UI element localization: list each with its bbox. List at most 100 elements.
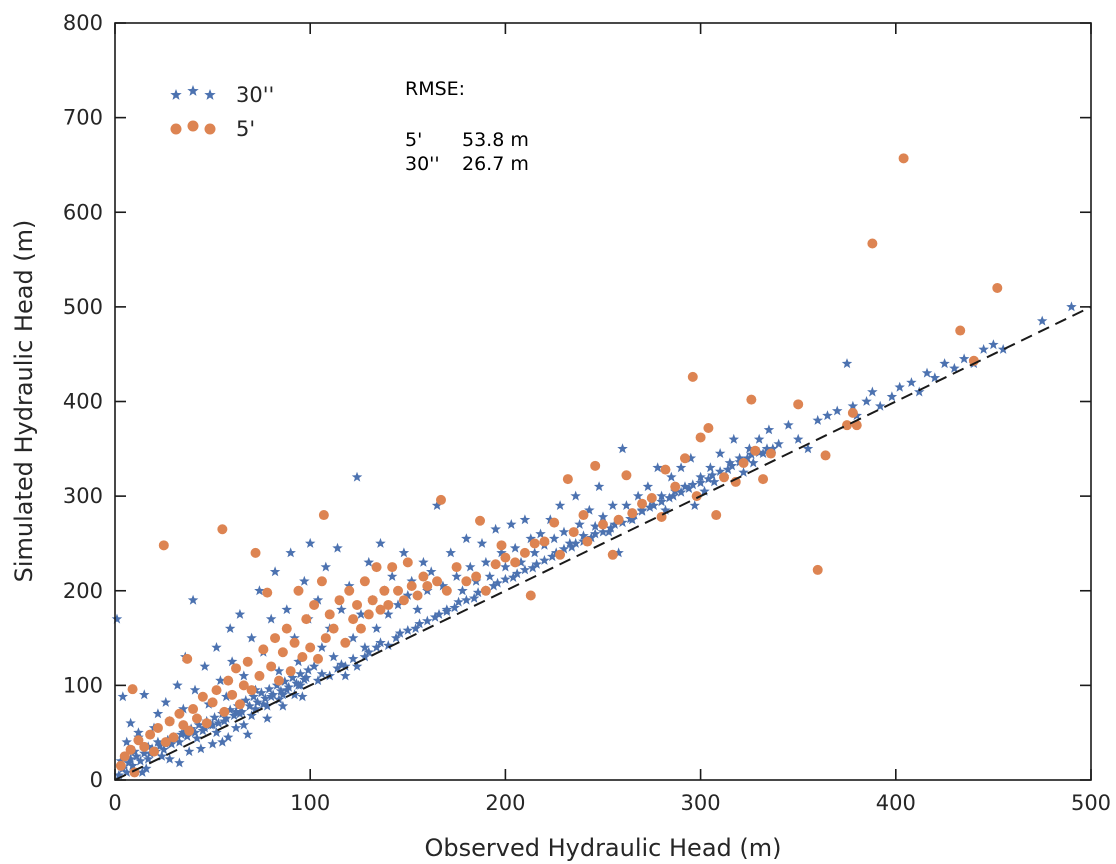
data-point-30sec — [387, 571, 398, 581]
data-point-30sec — [929, 372, 941, 383]
data-point-30sec — [412, 604, 423, 615]
data-point-30sec — [535, 528, 546, 539]
data-point-30sec — [675, 462, 687, 473]
data-point-30sec — [135, 755, 146, 766]
data-point-30sec — [519, 564, 531, 575]
data-point-30sec — [465, 561, 476, 572]
data-point-30sec — [763, 424, 775, 435]
data-point-5min — [139, 741, 150, 752]
data-point-5min — [490, 559, 501, 570]
data-point-30sec — [230, 722, 242, 733]
data-point-30sec — [500, 573, 511, 584]
data-point-30sec — [511, 568, 523, 579]
data-point-30sec — [141, 763, 152, 774]
data-point-30sec — [383, 608, 394, 619]
data-point-30sec — [398, 547, 410, 558]
data-point-30sec — [174, 736, 185, 747]
data-point-30sec — [997, 344, 1009, 354]
data-point-30sec — [699, 485, 710, 496]
data-point-5min — [687, 371, 698, 382]
data-point-5min — [217, 524, 228, 535]
y-tick-label: 600 — [63, 200, 103, 224]
data-point-30sec — [675, 486, 687, 497]
data-point-30sec — [336, 659, 347, 669]
data-point-30sec — [221, 713, 232, 723]
data-point-5min — [418, 571, 429, 582]
data-point-30sec — [287, 672, 298, 683]
data-point-30sec — [547, 551, 558, 562]
data-point-30sec — [123, 757, 134, 768]
data-point-30sec — [316, 642, 328, 652]
data-point-30sec — [705, 462, 716, 473]
data-point-30sec — [714, 448, 726, 458]
data-point-30sec — [160, 696, 171, 707]
data-point-5min — [273, 675, 284, 686]
data-point-5min — [379, 585, 390, 596]
data-point-5min — [254, 670, 265, 681]
data-point-30sec — [224, 704, 236, 715]
legend-star-marker — [170, 89, 182, 100]
data-point-30sec — [260, 693, 271, 704]
data-point-30sec — [939, 358, 950, 369]
data-point-30sec — [988, 339, 999, 350]
data-point-30sec — [269, 566, 281, 577]
y-tick-label: 700 — [63, 106, 103, 130]
data-point-30sec — [695, 471, 706, 482]
data-point-5min — [549, 517, 560, 528]
data-point-5min — [313, 653, 324, 664]
y-tick-label: 500 — [63, 295, 103, 319]
data-point-30sec — [642, 481, 654, 492]
data-point-30sec — [617, 443, 628, 454]
data-point-30sec — [189, 684, 201, 695]
data-point-30sec — [191, 732, 203, 743]
data-point-5min — [387, 562, 398, 573]
data-point-5min — [285, 666, 296, 677]
data-point-30sec — [224, 623, 236, 633]
data-point-30sec — [256, 687, 267, 698]
data-point-30sec — [921, 367, 933, 378]
data-point-5min — [758, 474, 769, 485]
data-point-30sec — [174, 757, 185, 768]
data-point-30sec — [832, 405, 843, 416]
data-point-30sec — [209, 712, 220, 722]
data-point-30sec — [359, 642, 371, 652]
data-point-30sec — [238, 670, 250, 681]
data-point-5min — [607, 549, 618, 560]
data-point-30sec — [437, 580, 449, 591]
data-point-30sec — [178, 727, 189, 738]
data-point-30sec — [496, 547, 507, 558]
data-point-30sec — [293, 656, 304, 667]
data-point-30sec — [753, 433, 765, 444]
data-point-30sec — [666, 471, 677, 482]
data-point-30sec — [722, 464, 734, 475]
data-point-5min — [133, 735, 144, 746]
data-point-30sec — [217, 736, 228, 747]
rmse-row-30sec-value: 26.7 m — [462, 153, 529, 175]
data-point-5min — [320, 633, 331, 644]
data-point-30sec — [340, 661, 351, 671]
data-point-30sec — [685, 452, 697, 463]
data-point-5min — [227, 689, 238, 700]
data-point-30sec — [156, 750, 168, 761]
data-point-5min — [471, 571, 482, 582]
data-point-30sec — [564, 537, 575, 548]
data-point-30sec — [726, 460, 738, 471]
data-point-5min — [277, 647, 288, 658]
data-point-30sec — [707, 469, 718, 480]
data-point-30sec — [488, 580, 499, 591]
data-point-30sec — [154, 740, 166, 751]
data-point-30sec — [297, 691, 308, 702]
data-point-30sec — [461, 594, 472, 605]
data-point-30sec — [578, 530, 589, 541]
data-point-30sec — [252, 696, 263, 707]
data-point-5min — [555, 549, 566, 560]
data-point-5min — [621, 470, 632, 481]
data-point-30sec — [359, 651, 371, 662]
data-point-5min — [519, 547, 530, 558]
data-point-5min — [242, 656, 253, 667]
plot-frame — [114, 22, 1092, 781]
data-point-5min — [496, 540, 507, 551]
data-point-30sec — [914, 386, 925, 397]
data-point-30sec — [244, 700, 255, 711]
data-point-30sec — [767, 443, 779, 454]
